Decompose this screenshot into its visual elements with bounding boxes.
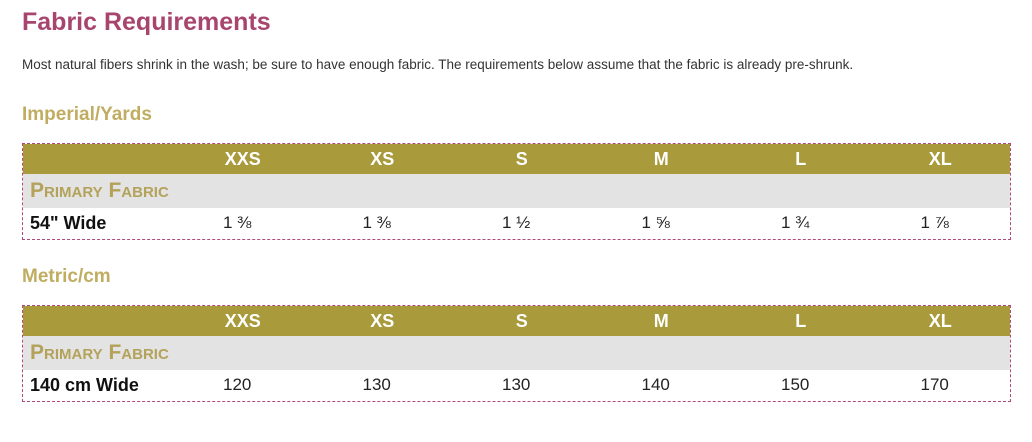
- size-header-xl: XL: [928, 310, 952, 331]
- value-cell: 1 ½: [502, 213, 531, 232]
- imperial-heading: Imperial/Yards: [22, 104, 152, 125]
- table-row: 140 cm Wide 120 130 130 140 150 170: [23, 370, 1010, 400]
- value-cell: 140: [641, 375, 670, 394]
- metric-header-row: XXS XS S M L XL: [23, 306, 1010, 336]
- metric-table: XXS XS S M L XL Primary Fabric 140 cm Wi…: [22, 305, 1011, 402]
- group-label: Primary Fabric: [30, 341, 169, 364]
- intro-text: Most natural fibers shrink in the wash; …: [22, 57, 854, 72]
- size-header-xs: XS: [370, 148, 395, 169]
- value-cell: 1 ⅞: [920, 213, 949, 232]
- size-header-xxs: XXS: [224, 148, 261, 169]
- size-header-xl: XL: [928, 148, 952, 169]
- size-header-l: L: [795, 148, 807, 169]
- row-label: 140 cm Wide: [30, 374, 139, 395]
- size-header-m: M: [653, 310, 669, 331]
- value-cell: 1 ⅝: [641, 213, 670, 232]
- size-header-s: S: [515, 310, 528, 331]
- value-cell: 1 ⅜: [223, 213, 252, 232]
- imperial-header-row: XXS XS S M L XL: [23, 144, 1010, 174]
- imperial-table: XXS XS S M L XL Primary Fabric 54" Wide …: [22, 143, 1011, 240]
- value-cell: 1 ¾: [781, 213, 810, 232]
- metric-group-row: Primary Fabric: [23, 336, 1010, 370]
- header-blank-cell: [23, 306, 173, 336]
- size-header-l: L: [795, 310, 807, 331]
- group-label: Primary Fabric: [30, 179, 169, 202]
- metric-heading: Metric/cm: [22, 266, 111, 287]
- value-cell: 1 ⅜: [362, 213, 391, 232]
- value-cell: 120: [223, 375, 252, 394]
- size-header-xxs: XXS: [224, 310, 261, 331]
- value-cell: 130: [362, 375, 391, 394]
- page-title: Fabric Requirements: [22, 8, 271, 36]
- row-label: 54" Wide: [30, 212, 107, 233]
- size-header-s: S: [515, 148, 528, 169]
- value-cell: 130: [502, 375, 531, 394]
- value-cell: 150: [781, 375, 810, 394]
- size-header-xs: XS: [370, 310, 395, 331]
- imperial-group-row: Primary Fabric: [23, 174, 1010, 208]
- value-cell: 170: [920, 375, 949, 394]
- size-header-m: M: [653, 148, 669, 169]
- header-blank-cell: [23, 144, 173, 174]
- table-row: 54" Wide 1 ⅜ 1 ⅜ 1 ½ 1 ⅝ 1 ¾ 1 ⅞: [23, 208, 1010, 238]
